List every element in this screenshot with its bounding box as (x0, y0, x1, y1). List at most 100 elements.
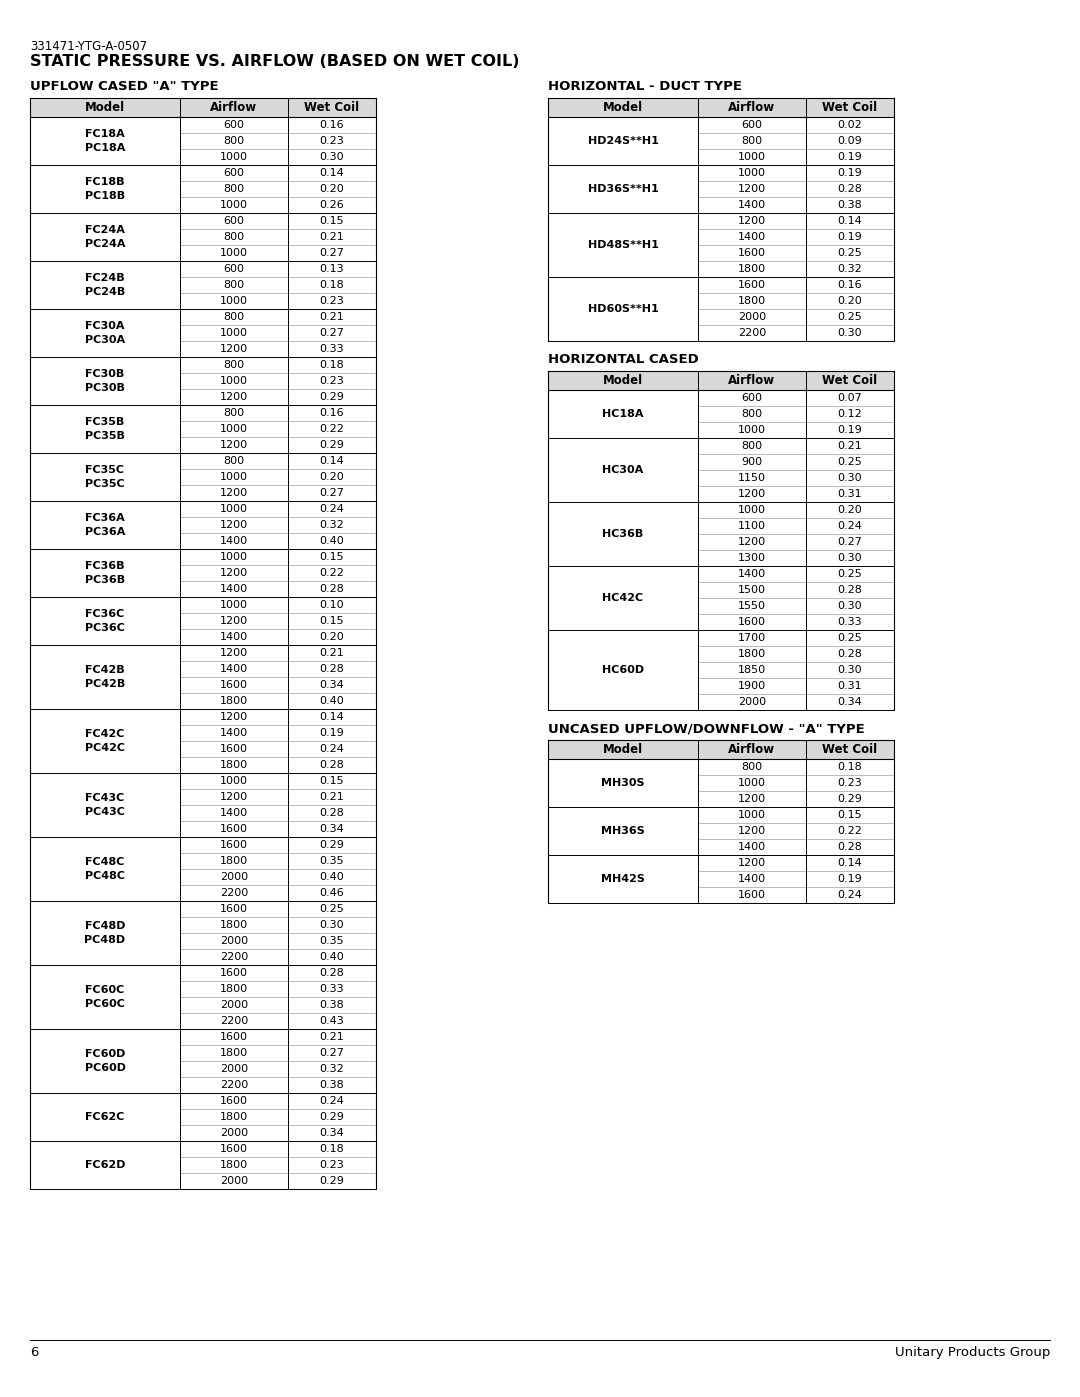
Bar (30, 98, 376, 117)
Text: 600: 600 (742, 393, 762, 402)
Text: 1200: 1200 (738, 536, 766, 548)
Text: 1200: 1200 (738, 826, 766, 835)
Text: 0.29: 0.29 (838, 793, 863, 805)
Text: 800: 800 (224, 136, 244, 147)
Text: 2200: 2200 (220, 1080, 248, 1090)
Text: Wet Coil: Wet Coil (823, 743, 878, 756)
Text: 0.27: 0.27 (838, 536, 863, 548)
Text: HC60D: HC60D (602, 665, 644, 675)
Text: FC42B
PC42B: FC42B PC42B (85, 665, 125, 689)
Text: 1600: 1600 (220, 904, 248, 914)
Text: 1000: 1000 (220, 152, 248, 162)
Text: 1000: 1000 (220, 472, 248, 482)
Text: FC43C
PC43C: FC43C PC43C (85, 793, 125, 817)
Text: 1600: 1600 (738, 279, 766, 291)
Text: 0.33: 0.33 (320, 983, 345, 995)
Text: 1600: 1600 (220, 745, 248, 754)
Text: 0.25: 0.25 (320, 904, 345, 914)
Text: 1800: 1800 (738, 650, 766, 659)
Text: 0.30: 0.30 (838, 665, 862, 675)
Text: 1000: 1000 (220, 200, 248, 210)
Text: HC30A: HC30A (603, 465, 644, 475)
Text: 2200: 2200 (220, 888, 248, 898)
Text: Model: Model (85, 101, 125, 115)
Text: 0.30: 0.30 (320, 152, 345, 162)
Text: 0.31: 0.31 (838, 489, 862, 499)
Text: 0.23: 0.23 (320, 1160, 345, 1171)
Text: 0.28: 0.28 (320, 760, 345, 770)
Text: 0.38: 0.38 (320, 1080, 345, 1090)
Text: 1600: 1600 (220, 1097, 248, 1106)
Text: 0.34: 0.34 (320, 680, 345, 690)
Text: 1600: 1600 (220, 840, 248, 849)
Bar (548, 740, 894, 759)
Text: 1400: 1400 (738, 232, 766, 242)
Text: 0.46: 0.46 (320, 888, 345, 898)
Text: 800: 800 (742, 761, 762, 773)
Text: FC62C: FC62C (85, 1112, 124, 1122)
Text: STATIC PRESSURE VS. AIRFLOW (BASED ON WET COIL): STATIC PRESSURE VS. AIRFLOW (BASED ON WE… (30, 54, 519, 68)
Text: 0.09: 0.09 (838, 136, 862, 147)
Text: 2000: 2000 (220, 936, 248, 946)
Text: 0.38: 0.38 (838, 200, 862, 210)
Text: 0.14: 0.14 (838, 858, 862, 868)
Text: FC48C
PC48C: FC48C PC48C (85, 858, 125, 880)
Text: 1000: 1000 (220, 775, 248, 787)
Text: HORIZONTAL - DUCT TYPE: HORIZONTAL - DUCT TYPE (548, 80, 742, 94)
Text: 0.25: 0.25 (838, 569, 862, 578)
Text: HC36B: HC36B (603, 529, 644, 539)
Text: HD24S**H1: HD24S**H1 (588, 136, 659, 147)
Text: 2200: 2200 (220, 951, 248, 963)
Text: 1000: 1000 (220, 249, 248, 258)
Text: 0.29: 0.29 (320, 1176, 345, 1186)
Text: 1000: 1000 (220, 504, 248, 514)
Text: FC18A
PC18A: FC18A PC18A (85, 130, 125, 152)
Text: 0.14: 0.14 (320, 455, 345, 467)
Text: 0.23: 0.23 (320, 376, 345, 386)
Text: 1100: 1100 (738, 521, 766, 531)
Text: 0.24: 0.24 (320, 745, 345, 754)
Text: 1200: 1200 (220, 520, 248, 529)
Text: 0.20: 0.20 (320, 184, 345, 194)
Text: Airflow: Airflow (728, 743, 775, 756)
Text: 600: 600 (224, 217, 244, 226)
Text: 1800: 1800 (220, 760, 248, 770)
Text: 0.18: 0.18 (320, 279, 345, 291)
Text: 0.16: 0.16 (320, 408, 345, 418)
Text: 800: 800 (742, 136, 762, 147)
Text: Model: Model (603, 743, 643, 756)
Text: 0.34: 0.34 (320, 824, 345, 834)
Text: 0.21: 0.21 (838, 441, 862, 451)
Text: 0.38: 0.38 (320, 1000, 345, 1010)
Text: 0.12: 0.12 (838, 409, 862, 419)
Text: 1800: 1800 (220, 1048, 248, 1058)
Text: Model: Model (603, 374, 643, 387)
Text: 0.29: 0.29 (320, 1112, 345, 1122)
Text: Wet Coil: Wet Coil (823, 101, 878, 115)
Text: 1000: 1000 (220, 296, 248, 306)
Text: 1200: 1200 (220, 344, 248, 353)
Text: 0.30: 0.30 (838, 601, 862, 610)
Text: 1300: 1300 (738, 553, 766, 563)
Text: 1600: 1600 (738, 617, 766, 627)
Text: 600: 600 (224, 120, 244, 130)
Text: 0.32: 0.32 (320, 520, 345, 529)
Text: UNCASED UPFLOW/DOWNFLOW - "A" TYPE: UNCASED UPFLOW/DOWNFLOW - "A" TYPE (548, 722, 865, 735)
Text: 1000: 1000 (738, 504, 766, 515)
Bar (548, 372, 894, 390)
Text: FC18B
PC18B: FC18B PC18B (85, 177, 125, 201)
Text: 0.16: 0.16 (838, 279, 862, 291)
Text: MH30S: MH30S (602, 778, 645, 788)
Text: 800: 800 (224, 232, 244, 242)
Text: 0.15: 0.15 (838, 810, 862, 820)
Text: 0.24: 0.24 (838, 890, 863, 900)
Text: 1000: 1000 (220, 425, 248, 434)
Text: 0.40: 0.40 (320, 872, 345, 882)
Text: 0.32: 0.32 (320, 1065, 345, 1074)
Text: 600: 600 (224, 264, 244, 274)
Text: 0.18: 0.18 (320, 1144, 345, 1154)
Text: 0.30: 0.30 (838, 328, 862, 338)
Text: 2000: 2000 (220, 1176, 248, 1186)
Text: 0.24: 0.24 (320, 1097, 345, 1106)
Text: 1800: 1800 (738, 264, 766, 274)
